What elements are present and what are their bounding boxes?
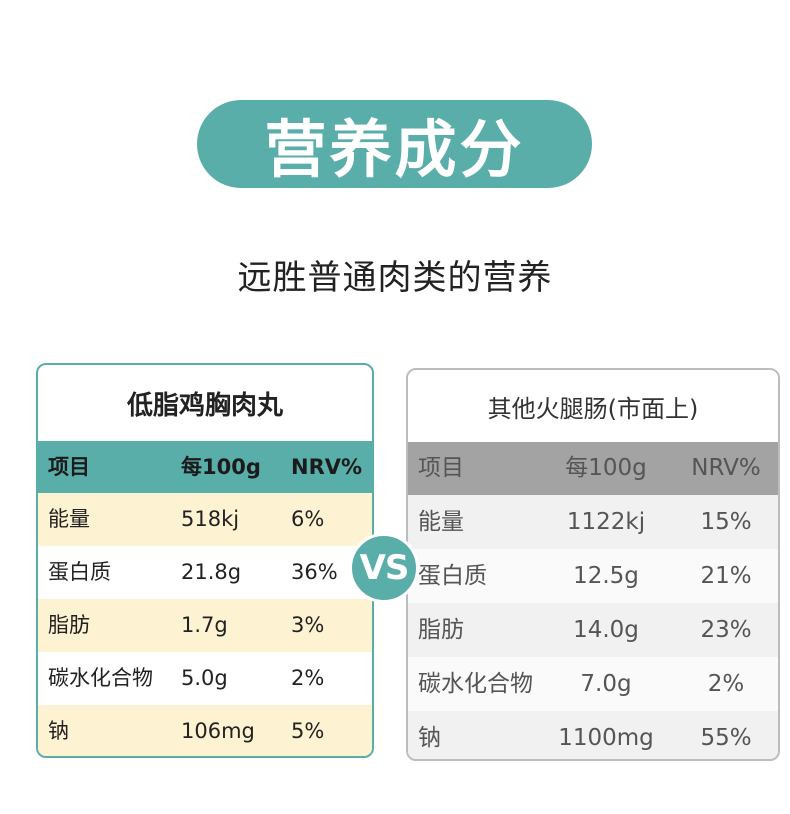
row-nrv: 36% [291, 560, 338, 584]
table-row: 碳水化合物 7.0g 2% [408, 657, 778, 711]
table-row: 钠 1100mg 55% [408, 711, 778, 759]
row-item: 钠 [48, 719, 69, 743]
row-item: 碳水化合物 [418, 670, 533, 697]
table-row: 能量 1122kj 15% [408, 495, 778, 549]
row-amount: 106mg [181, 719, 255, 743]
row-nrv: 5% [291, 719, 325, 743]
right-table-header-row: 项目 每100g NRV% [408, 442, 778, 495]
row-nrv: 55% [700, 724, 752, 751]
row-item: 能量 [48, 507, 90, 531]
section-title-pill: 营养成分 [197, 100, 592, 188]
header-item: 项目 [48, 454, 90, 479]
right-table-title: 其他火腿肠(市面上) [487, 394, 699, 423]
row-nrv: 2% [291, 666, 325, 690]
row-nrv: 15% [700, 508, 752, 535]
header-nrv: NRV% [291, 454, 363, 479]
row-item: 脂肪 [418, 616, 464, 643]
row-amount: 14.0g [573, 616, 639, 643]
table-row: 脂肪 1.7g 3% [38, 599, 372, 652]
section-title: 营养成分 [264, 113, 525, 186]
left-nutrition-table: 低脂鸡胸肉丸 项目 每100g NRV% 能量 518kj 6% 蛋白质 21.… [36, 363, 374, 758]
header-per-100g: 每100g [181, 454, 261, 479]
row-amount: 1122kj [566, 508, 646, 535]
row-amount: 1.7g [181, 613, 228, 637]
row-nrv: 23% [700, 616, 752, 643]
row-amount: 518kj [181, 507, 240, 531]
table-row: 蛋白质 12.5g 21% [408, 549, 778, 603]
header-item: 项目 [418, 455, 464, 481]
table-row: 钠 106mg 5% [38, 705, 372, 756]
header-per-100g: 每100g [565, 455, 647, 481]
row-amount: 5.0g [181, 666, 228, 690]
header-nrv: NRV% [691, 455, 761, 481]
row-nrv: 2% [707, 670, 745, 697]
row-nrv: 21% [700, 562, 752, 589]
table-row: 蛋白质 21.8g 36% [38, 546, 372, 599]
row-item: 蛋白质 [48, 560, 111, 584]
row-item: 钠 [418, 724, 441, 751]
row-amount: 7.0g [580, 670, 632, 697]
section-subtitle: 远胜普通肉类的营养 [237, 258, 553, 298]
row-item: 能量 [418, 508, 464, 535]
row-item: 脂肪 [48, 613, 90, 637]
vs-badge: VS [349, 533, 419, 603]
row-amount: 1100mg [558, 724, 654, 751]
table-row: 脂肪 14.0g 23% [408, 603, 778, 657]
table-row: 碳水化合物 5.0g 2% [38, 652, 372, 705]
row-item: 蛋白质 [418, 562, 487, 589]
row-amount: 12.5g [573, 562, 639, 589]
table-row: 能量 518kj 6% [38, 493, 372, 546]
left-table-header-row: 项目 每100g NRV% [38, 441, 372, 493]
row-item: 碳水化合物 [48, 666, 153, 690]
row-nrv: 3% [291, 613, 325, 637]
row-nrv: 6% [291, 507, 325, 531]
row-amount: 21.8g [181, 560, 242, 584]
right-nutrition-table: 其他火腿肠(市面上) 项目 每100g NRV% 能量 1122kj 15% 蛋… [406, 368, 780, 761]
left-table-title: 低脂鸡胸肉丸 [126, 390, 283, 421]
